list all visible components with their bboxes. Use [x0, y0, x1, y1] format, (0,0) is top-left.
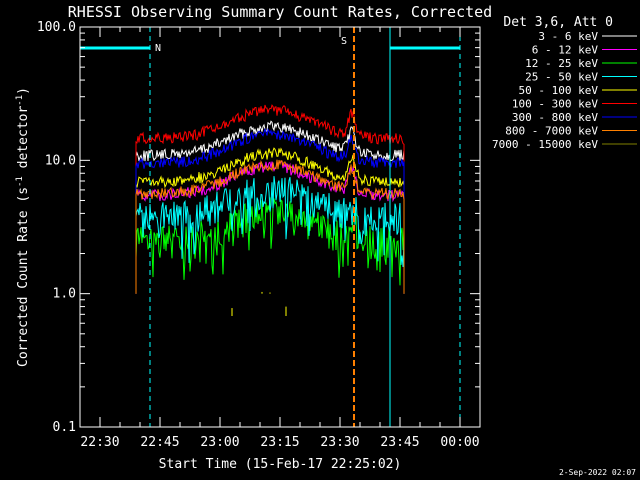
- y-tick-label: 10.0: [45, 153, 76, 168]
- legend-label: 12 - 25 keV: [525, 57, 598, 70]
- y-axis: 0.1 1.0 10.0 100.0: [37, 20, 480, 435]
- x-tick-label: 23:15: [260, 435, 299, 450]
- legend-label: 7000 - 15000 keV: [492, 138, 598, 151]
- legend-label: 50 - 100 keV: [519, 84, 599, 97]
- series-layer: [135, 104, 405, 316]
- series-line: [135, 159, 405, 294]
- x-tick-label: 22:30: [80, 435, 119, 450]
- night-marker-label: N: [155, 43, 161, 54]
- legend-label: 100 - 300 keV: [512, 98, 598, 111]
- series-line: [135, 120, 405, 294]
- x-axis: 22:30 22:45 23:00 23:15 23:30 23:45 00:00: [79, 27, 481, 450]
- legend-label: 6 - 12 keV: [532, 44, 599, 57]
- x-tick-label: 00:00: [440, 435, 479, 450]
- x-tick-label: 23:00: [200, 435, 239, 450]
- footer-date: 2-Sep-2022 02:07: [559, 468, 636, 477]
- legend-label: 800 - 7000 keV: [505, 125, 598, 138]
- y-tick-label: 100.0: [37, 20, 76, 35]
- legend-label: 25 - 50 keV: [525, 71, 598, 84]
- y-axis-label: Corrected Count Rate (s-1 detector-1): [15, 87, 31, 367]
- legend-label: 300 - 800 keV: [512, 111, 598, 124]
- x-tick-label: 22:45: [140, 435, 179, 450]
- legend-header: Det 3,6, Att 0: [503, 15, 613, 30]
- series-line: [135, 104, 405, 294]
- series-line: [135, 176, 405, 294]
- y-tick-label: 1.0: [53, 287, 76, 302]
- chart-title: RHESSI Observing Summary Count Rates, Co…: [68, 3, 492, 21]
- x-axis-label: Start Time (15-Feb-17 22:25:02): [159, 457, 402, 472]
- x-tick-label: 23:30: [320, 435, 359, 450]
- series-line: [135, 160, 405, 294]
- markers-layer: NS: [80, 27, 461, 427]
- saa-marker-label: S: [341, 36, 347, 47]
- x-tick-label: 23:45: [380, 435, 419, 450]
- y-tick-label: 0.1: [53, 420, 76, 435]
- legend-label: 3 - 6 keV: [538, 30, 598, 43]
- series-line: [135, 147, 405, 294]
- series-line: [135, 127, 405, 294]
